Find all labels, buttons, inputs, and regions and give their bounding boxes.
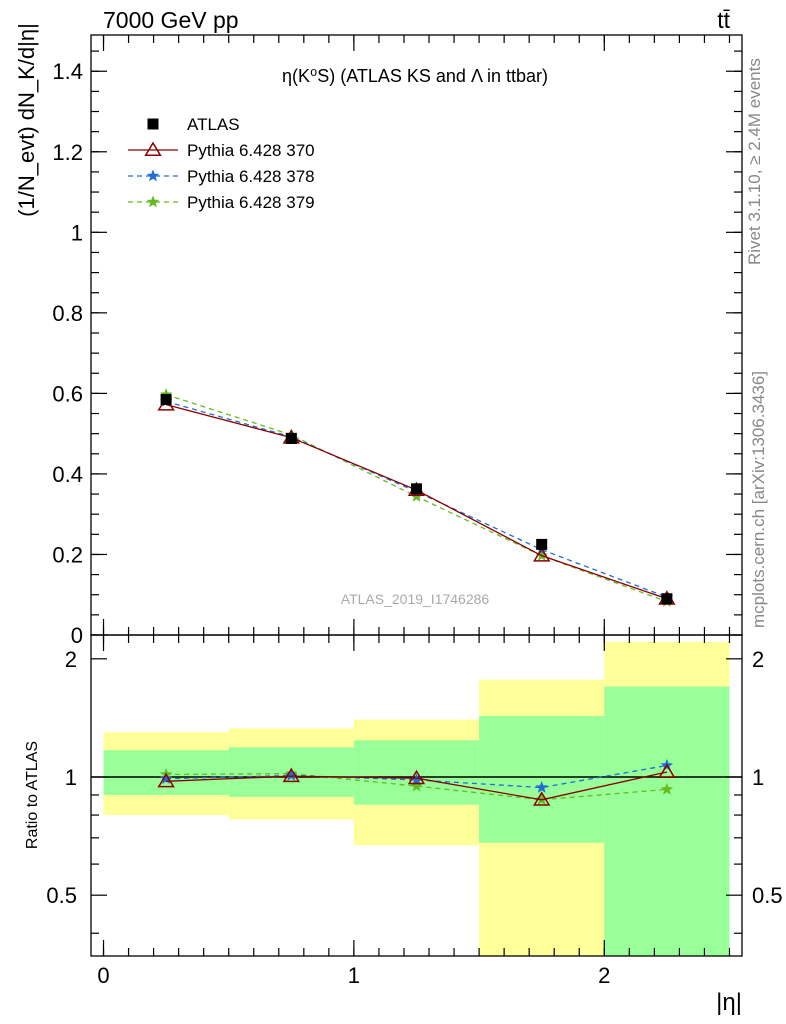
ratio-point-pythia-6-428-370 <box>157 772 175 788</box>
rivet-label: Rivet 3.1.10, ≥ 2.4M events <box>745 58 764 265</box>
point-atlas <box>160 393 172 405</box>
ratio-point-pythia-6-428-370 <box>282 767 300 783</box>
point-atlas <box>285 432 297 444</box>
point-atlas <box>536 538 548 550</box>
ratio-ytick-label: 2 <box>65 647 77 672</box>
main-y-axis-label: (1/N_evt) dN_K/d|η| <box>14 23 39 217</box>
ratio-band-inner <box>604 686 730 956</box>
ratio-ytick-label-right: 0.5 <box>752 883 783 908</box>
ratio-point-pythia-6-428-378 <box>284 768 298 781</box>
legend-marker <box>146 169 160 182</box>
ratio-point-pythia-6-428-378 <box>535 780 549 793</box>
point-atlas <box>661 593 673 605</box>
main-ytick-label: 1 <box>71 220 83 245</box>
ratio-point-pythia-6-428-370 <box>407 769 426 785</box>
main-ytick-label: 0.8 <box>52 301 83 326</box>
axes: 00.20.40.60.811.21.40.5 0.51 12 20 1 2 <box>46 34 783 988</box>
xtick-label: 1 <box>348 963 360 988</box>
legend-marker <box>144 141 162 156</box>
ratio-point-pythia-6-428-370 <box>533 791 551 806</box>
mcplots-label: mcplots.cern.ch [arXiv:1306.3436] <box>749 371 768 628</box>
ratio-band-inner <box>479 716 605 843</box>
process-label: tt̄ <box>717 7 730 33</box>
ratio-ytick-label-right: 2 <box>752 647 764 672</box>
main-ytick-label: 0.4 <box>52 462 83 487</box>
series-line-pythia-6-428-370 <box>165 404 668 600</box>
point-pythia-6-428-370 <box>533 547 551 562</box>
point-atlas <box>411 483 422 495</box>
ratio-uncertainty-bands <box>91 641 742 956</box>
ratio-line-pythia-6-428-370 <box>166 771 668 801</box>
energy-label: 7000 GeV pp <box>103 7 239 33</box>
legend-label: Pythia 6.428 378 <box>187 167 315 186</box>
legend: ATLAS Pythia 6.428 370 Pythia 6.428 378 Pyt… <box>128 115 315 212</box>
xtick-label: 2 <box>598 963 610 988</box>
ratio-point-pythia-6-428-370 <box>658 763 676 778</box>
ratio-line-pythia-6-428-378 <box>166 764 667 789</box>
x-axis-label: |η| <box>716 989 742 1016</box>
analysis-watermark: ATLAS_2019_I1746286 <box>341 591 490 607</box>
main-ytick-label: 1.2 <box>52 140 83 165</box>
ratio-series <box>157 758 676 806</box>
xtick-label: 0 <box>97 963 109 988</box>
legend-label: ATLAS <box>187 115 240 134</box>
main-ytick-label: 0.6 <box>52 381 83 406</box>
ratio-point-pythia-6-428-379 <box>660 782 674 795</box>
legend-marker <box>146 195 160 208</box>
main-series <box>157 387 676 608</box>
ratio-ytick-label: 0.5 <box>46 883 77 908</box>
main-ytick-label: 0 <box>71 623 83 648</box>
ratio-ytick-label-right: 1 <box>752 765 764 790</box>
legend-label: Pythia 6.428 379 <box>187 193 315 212</box>
main-ytick-label: 0.2 <box>52 542 83 567</box>
ratio-ytick-label: 1 <box>65 765 77 790</box>
main-ytick-label: 1.4 <box>52 59 83 84</box>
ratio-line-pythia-6-428-379 <box>166 772 667 801</box>
ratio-y-axis-label: Ratio to ATLAS <box>24 741 41 849</box>
legend-label: Pythia 6.428 370 <box>187 141 315 160</box>
legend-marker <box>147 118 159 130</box>
main-chart-title: η(K⁰S) (ATLAS KS and Λ in ttbar) <box>282 66 548 86</box>
